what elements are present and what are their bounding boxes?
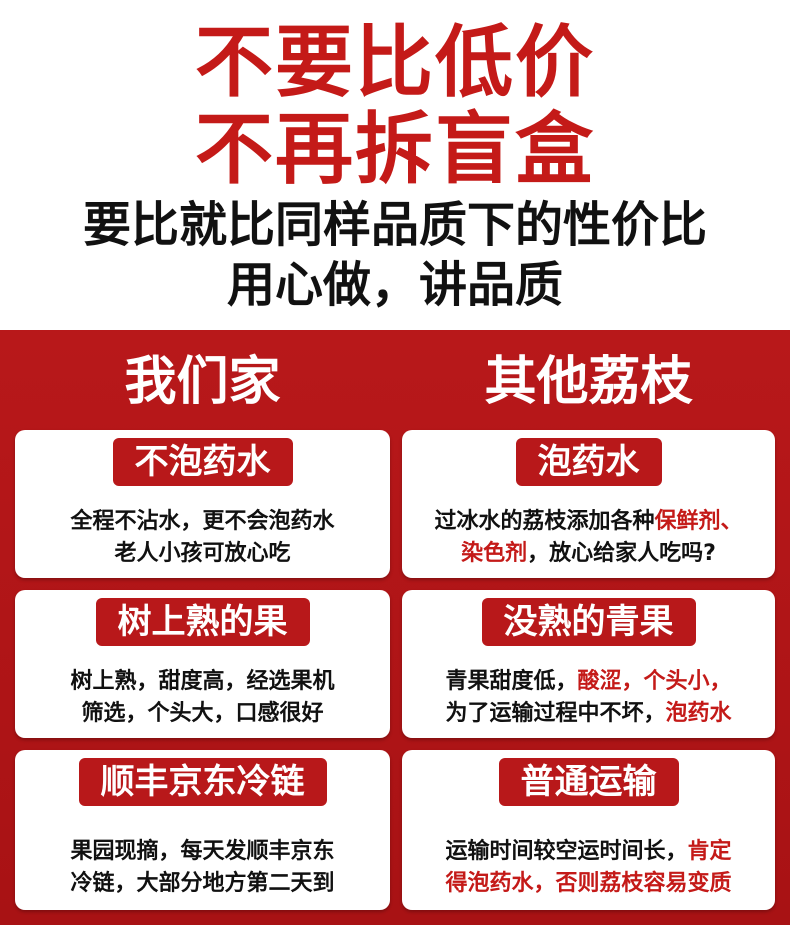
other-card-desc-line1: 过冰水的荔枝添加各种保鲜剂、 <box>402 506 775 538</box>
other-card-badge: 泡药水 <box>515 438 662 486</box>
our-card-desc-line2: 冷链，大部分地方第二天到 <box>70 871 335 896</box>
desc-text: ，放心给家人吃吗? <box>527 541 716 566</box>
desc-text: 为了运输过程中不坏， <box>445 701 666 726</box>
our-card-cold-chain: 顺丰京东冷链 果园现摘，每天发顺丰京东 冷链，大部分地方第二天到 <box>15 750 390 910</box>
hero-header: 不要比低价 不再拆盲盒 要比就比同样品质下的性价比 用心做，讲品质 <box>0 0 790 330</box>
hero-subline-2: 用心做，讲品质 <box>226 257 563 313</box>
our-column-title: 我们家 <box>124 352 281 412</box>
other-card-badge: 普通运输 <box>498 758 679 806</box>
desc-highlight: 保鲜剂、 <box>654 509 743 534</box>
hero-headline-1: 不要比低价 <box>194 18 595 108</box>
comparison-panel: 我们家 不泡药水 全程不沾水，更不会泡药水 老人小孩可放心吃 树上熟的果 树上熟… <box>0 330 790 925</box>
hero-headline-2: 不再拆盲盒 <box>194 105 595 195</box>
our-card-desc-line1: 全程不沾水，更不会泡药水 <box>70 509 335 534</box>
other-card-unripe: 没熟的青果 青果甜度低，酸涩，个头小， 为了运输过程中不坏，泡药水 <box>402 590 775 738</box>
our-card-desc-line2: 筛选，个头大，口感很好 <box>81 701 324 726</box>
our-card-badge: 树上熟的果 <box>95 598 310 646</box>
our-card-desc-line1: 树上熟，甜度高，经选果机 <box>70 669 335 694</box>
desc-highlight: 染色剂 <box>461 541 528 566</box>
desc-highlight: 肯定 <box>687 839 732 864</box>
other-card-desc-line2: 为了运输过程中不坏，泡药水 <box>402 698 775 730</box>
desc-highlight: 酸涩，个头小， <box>577 669 732 694</box>
other-column-title: 其他荔枝 <box>484 352 693 412</box>
other-card-badge: 没熟的青果 <box>481 598 696 646</box>
our-card-tree-ripened: 树上熟的果 树上熟，甜度高，经选果机 筛选，个头大，口感很好 <box>15 590 390 738</box>
our-card-badge: 不泡药水 <box>112 438 293 486</box>
other-card-desc-line2: 染色剂，放心给家人吃吗? <box>402 538 775 570</box>
other-card-desc-line1: 青果甜度低，酸涩，个头小， <box>402 666 775 698</box>
our-card-badge: 顺丰京东冷链 <box>78 758 327 806</box>
our-card-desc-line1: 果园现摘，每天发顺丰京东 <box>70 839 335 864</box>
desc-highlight: 泡药水 <box>665 701 732 726</box>
our-card-desc-line2: 老人小孩可放心吃 <box>114 541 291 566</box>
desc-text: 运输时间较空运时间长， <box>445 839 688 864</box>
desc-text: 过冰水的荔枝添加各种 <box>434 509 655 534</box>
other-card-desc-line1: 运输时间较空运时间长，肯定 <box>402 836 775 868</box>
hero-subline-1: 要比就比同样品质下的性价比 <box>82 197 707 253</box>
other-card-chemicals: 泡药水 过冰水的荔枝添加各种保鲜剂、 染色剂，放心给家人吃吗? <box>402 430 775 578</box>
desc-highlight: 得泡药水，否则荔枝容易变质 <box>445 871 732 896</box>
other-card-normal-shipping: 普通运输 运输时间较空运时间长，肯定 得泡药水，否则荔枝容易变质 <box>402 750 775 910</box>
other-card-desc-line2: 得泡药水，否则荔枝容易变质 <box>402 868 775 900</box>
desc-text: 青果甜度低， <box>445 669 578 694</box>
our-card-no-chemicals: 不泡药水 全程不沾水，更不会泡药水 老人小孩可放心吃 <box>15 430 390 578</box>
